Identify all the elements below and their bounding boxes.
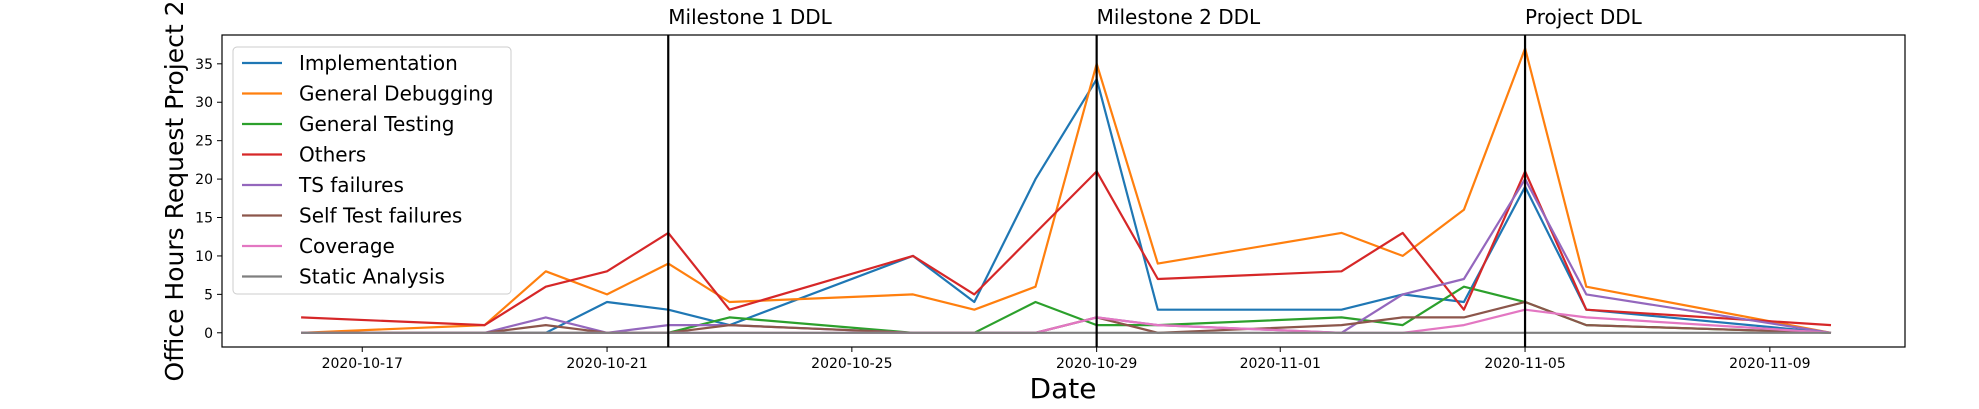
- x-tick-label: 2020-11-05: [1484, 356, 1565, 372]
- x-tick-label: 2020-10-25: [811, 356, 892, 372]
- plot-frame: [221, 34, 1906, 348]
- x-tick-label: 2020-11-09: [1729, 356, 1810, 372]
- legend-label: Others: [299, 143, 366, 167]
- legend-label: Self Test failures: [299, 204, 462, 228]
- y-tick-label: 10: [195, 249, 213, 265]
- y-tick-label: 5: [204, 287, 213, 303]
- legend-label: TS failures: [298, 173, 404, 197]
- legend-label: General Testing: [299, 112, 455, 136]
- legend-box: [232, 46, 512, 295]
- y-tick-label: 15: [195, 211, 213, 227]
- y-tick-label: 0: [204, 326, 213, 342]
- deadline-label: Milestone 2 DDL: [1097, 5, 1261, 29]
- x-axis-label: Date: [1030, 372, 1097, 405]
- y-tick-label: 20: [195, 172, 213, 188]
- series-line-general-debugging: [301, 47, 1832, 334]
- series-line-others: [301, 170, 1832, 327]
- x-tick-label: 2020-10-29: [1056, 356, 1137, 372]
- legend-label: Coverage: [299, 234, 395, 258]
- x-tick-label: 2020-10-17: [322, 356, 403, 372]
- series-line-implementation: [301, 78, 1832, 334]
- legend-label: Implementation: [299, 51, 458, 75]
- y-axis-label: Office Hours Request Project 2: [160, 1, 189, 382]
- y-tick-label: 35: [195, 57, 213, 73]
- deadline-label: Milestone 1 DDL: [668, 5, 832, 29]
- legend-label: Static Analysis: [299, 265, 445, 289]
- x-tick-label: 2020-11-01: [1240, 356, 1321, 372]
- deadline-label: Project DDL: [1525, 5, 1643, 29]
- x-tick-label: 2020-10-21: [566, 356, 647, 372]
- y-tick-label: 25: [195, 134, 213, 150]
- y-tick-label: 30: [195, 95, 213, 111]
- legend-label: General Debugging: [299, 82, 494, 106]
